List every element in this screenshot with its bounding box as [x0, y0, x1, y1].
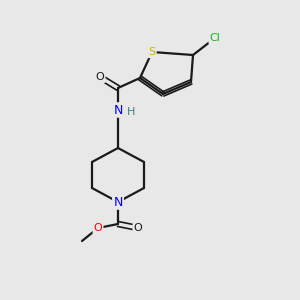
Text: O: O [96, 72, 104, 82]
Text: Cl: Cl [210, 33, 220, 43]
Text: N: N [113, 103, 123, 116]
Text: O: O [94, 223, 102, 233]
Text: N: N [113, 196, 123, 208]
Text: O: O [134, 223, 142, 233]
Text: H: H [127, 107, 135, 117]
Text: S: S [148, 47, 156, 57]
